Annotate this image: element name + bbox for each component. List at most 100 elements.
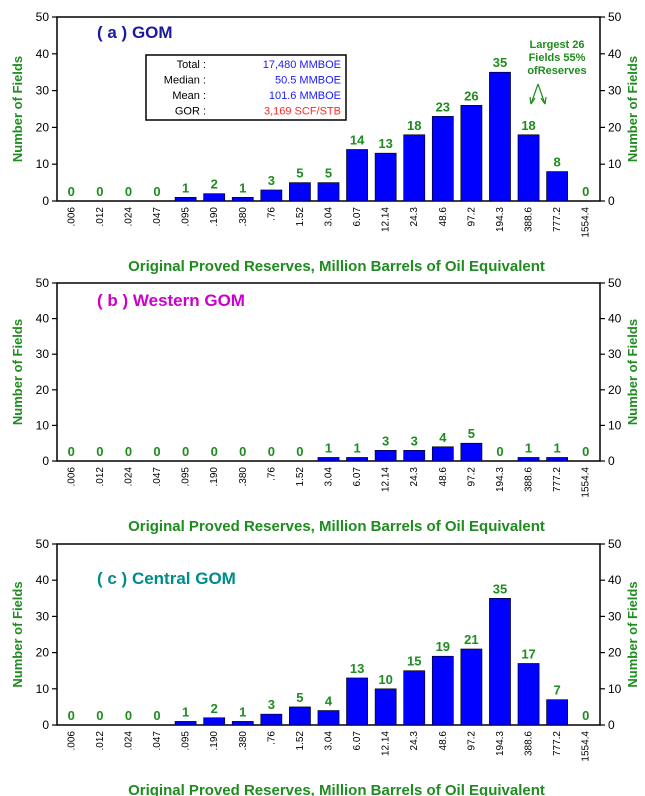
data-label: 18 [407, 118, 421, 133]
data-label: 0 [582, 444, 589, 459]
x-category-label: .190 [209, 467, 220, 487]
bar [517, 134, 540, 202]
x-category-label: .012 [95, 207, 106, 227]
data-label: 13 [350, 661, 364, 676]
data-label: 3 [382, 433, 389, 448]
x-category-label: 3.04 [324, 467, 335, 487]
data-label: 14 [350, 132, 365, 147]
x-category-label: .380 [238, 207, 249, 227]
bar [346, 677, 368, 726]
x-category-label: 24.3 [409, 731, 420, 751]
data-label: 1 [554, 440, 561, 455]
data-label: 17 [521, 646, 535, 661]
x-category-label: 97.2 [466, 207, 477, 227]
data-label: 0 [153, 444, 160, 459]
x-category-label: .047 [152, 467, 163, 487]
y-tick-label-left: 40 [36, 573, 50, 587]
y-tick-label-left: 0 [42, 718, 49, 732]
bar [317, 182, 340, 202]
bar [546, 699, 569, 726]
y-axis-label-right: Number of Fields [625, 581, 640, 687]
x-axis-label: Original Proved Reserves, Million Barrel… [128, 518, 545, 535]
bar [231, 197, 254, 202]
y-tick-label-right: 30 [608, 84, 622, 98]
annotation-text: Fields 55% [529, 52, 586, 64]
stat-label: GOR : [175, 106, 206, 118]
bar [374, 688, 397, 726]
data-label: 7 [554, 683, 561, 698]
data-label: 3 [268, 173, 275, 188]
bar [546, 171, 569, 202]
bar [289, 706, 311, 726]
data-label: 2 [211, 177, 218, 192]
data-label: 2 [211, 701, 218, 716]
y-tick-label-left: 40 [36, 312, 50, 326]
x-category-label: 24.3 [409, 467, 420, 487]
data-label: 0 [125, 708, 132, 723]
data-label: 1 [325, 440, 332, 455]
stat-value: 3,169 SCF/STB [264, 106, 341, 118]
data-label: 1 [525, 440, 532, 455]
x-category-label: .095 [181, 731, 192, 751]
data-label: 8 [554, 155, 561, 170]
data-label: 3 [268, 697, 275, 712]
bar [346, 149, 368, 202]
y-tick-label-left: 30 [36, 84, 50, 98]
bar [289, 182, 311, 202]
bar [231, 721, 254, 726]
x-category-label: 777.2 [552, 731, 563, 756]
y-tick-label-left: 10 [36, 418, 50, 432]
y-tick-label-left: 10 [36, 682, 50, 696]
annotation-arrow [530, 83, 539, 105]
x-category-label: .012 [95, 467, 106, 487]
data-label: 0 [582, 184, 589, 199]
y-tick-label-right: 0 [608, 194, 615, 208]
data-label: 0 [582, 708, 589, 723]
bar [460, 648, 483, 726]
stat-value: 17,480 MMBOE [263, 59, 341, 71]
x-category-label: 388.6 [524, 731, 535, 756]
data-label: 13 [378, 136, 392, 151]
y-tick-label-left: 0 [42, 194, 49, 208]
bar [517, 663, 540, 726]
x-category-label: .76 [266, 207, 277, 221]
data-label: 0 [68, 184, 75, 199]
data-label: 0 [125, 184, 132, 199]
x-category-label: .006 [66, 467, 77, 487]
panel-title: ( c ) Central GOM [97, 569, 236, 588]
x-category-label: 12.14 [381, 731, 392, 756]
data-label: 3 [411, 433, 418, 448]
stat-label: Mean : [172, 90, 206, 102]
x-category-label: 1.52 [295, 207, 306, 227]
y-tick-label-left: 20 [36, 383, 50, 397]
x-category-label: 388.6 [524, 467, 535, 492]
y-tick-label-left: 40 [36, 47, 50, 61]
data-label: 0 [153, 708, 160, 723]
x-category-label: 24.3 [409, 207, 420, 227]
x-category-label: 1554.4 [581, 731, 592, 762]
data-label: 10 [378, 672, 392, 687]
data-label: 35 [493, 581, 507, 596]
x-category-label: 3.04 [324, 731, 335, 751]
bar [517, 457, 540, 462]
data-label: 5 [296, 166, 303, 181]
y-tick-label-right: 10 [608, 157, 622, 171]
x-category-label: .006 [66, 731, 77, 751]
data-label: 5 [468, 426, 475, 441]
data-label: 1 [182, 704, 189, 719]
x-category-label: 6.07 [352, 731, 363, 751]
bar [403, 450, 426, 462]
bar [431, 446, 454, 462]
y-tick-label-right: 50 [608, 276, 622, 290]
data-label: 4 [325, 694, 333, 709]
x-category-label: .380 [238, 467, 249, 487]
data-label: 0 [296, 444, 303, 459]
x-category-label: .024 [123, 467, 134, 487]
x-category-label: 194.3 [495, 207, 506, 232]
x-category-label: 48.6 [438, 467, 449, 487]
y-tick-label-left: 50 [36, 537, 50, 551]
stats-box [145, 54, 347, 121]
bar [174, 197, 197, 202]
